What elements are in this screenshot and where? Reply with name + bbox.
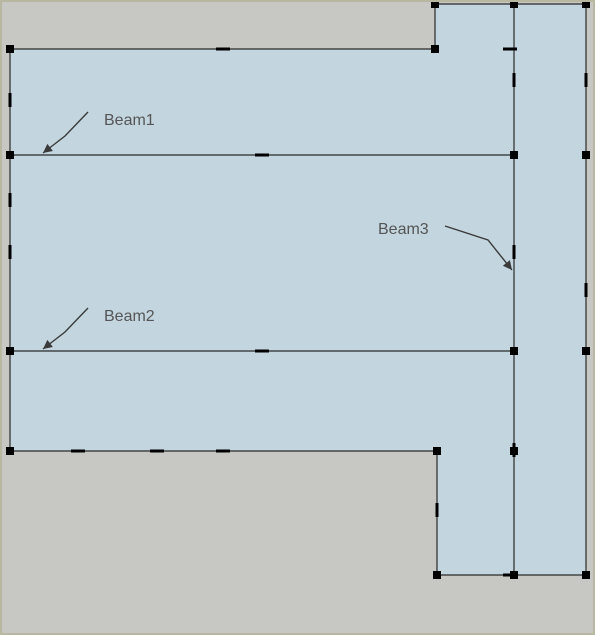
node-marker: [433, 447, 441, 455]
node-marker: [582, 347, 590, 355]
beam3-label: Beam3: [378, 221, 429, 238]
beam2-label: Beam2: [104, 308, 155, 325]
node-marker: [510, 151, 518, 159]
node-marker: [582, 571, 590, 579]
node-marker: [510, 571, 518, 579]
node-marker: [6, 347, 14, 355]
beam-diagram: Beam1 Beam2 Beam3: [0, 0, 595, 635]
node-marker: [6, 45, 14, 53]
beam1-label: Beam1: [104, 112, 155, 129]
node-marker: [6, 151, 14, 159]
node-marker: [510, 347, 518, 355]
node-marker: [6, 447, 14, 455]
node-marker: [582, 151, 590, 159]
node-marker: [433, 571, 441, 579]
node-marker: [510, 447, 518, 455]
node-marker: [431, 45, 439, 53]
